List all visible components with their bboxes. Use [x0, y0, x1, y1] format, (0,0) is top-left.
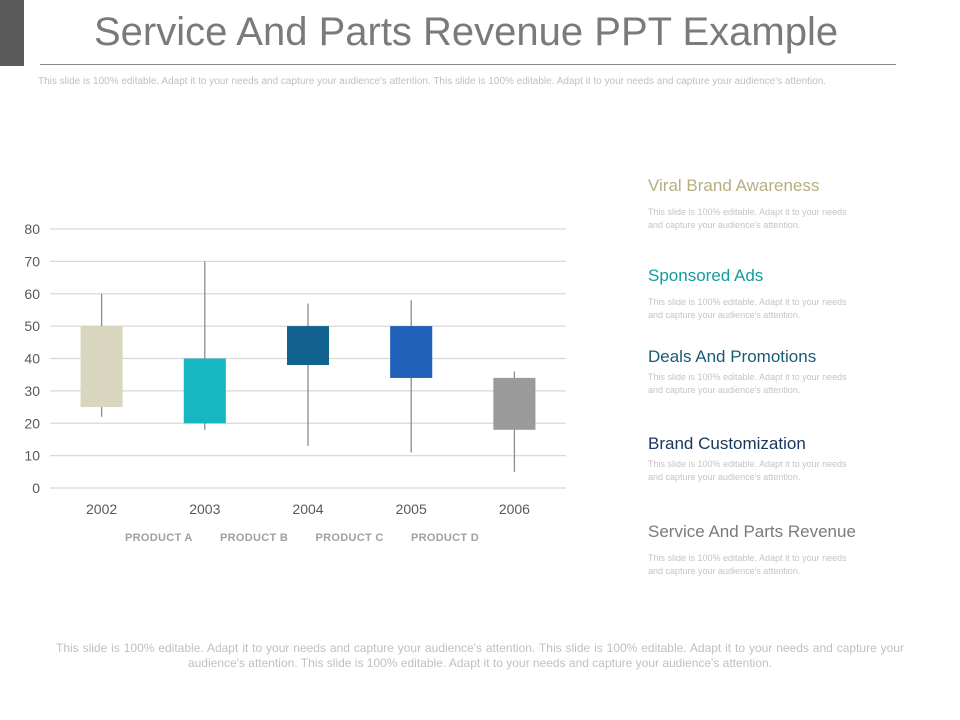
- slide-title: Service And Parts Revenue PPT Example: [94, 10, 839, 54]
- sidebar-item: Viral Brand Awareness This slide is 100%…: [648, 176, 888, 232]
- candle-highlight: [287, 326, 329, 365]
- slide-footer: This slide is 100% editable. Adapt it to…: [56, 641, 904, 670]
- y-tick-label: 40: [24, 351, 40, 367]
- legend-item: PRODUCT A: [125, 532, 193, 544]
- y-tick-label: 0: [32, 480, 40, 496]
- sidebar-heading: Sponsored Ads: [648, 266, 764, 285]
- y-tick-label: 30: [24, 383, 40, 399]
- x-tick-label: 2002: [86, 501, 117, 517]
- sidebar-item: Sponsored Ads This slide is 100% editabl…: [648, 266, 888, 322]
- y-tick-label: 20: [24, 415, 40, 431]
- title-divider: [40, 64, 896, 65]
- candle-highlight: [80, 326, 123, 408]
- sidebar-item: Service And Parts Revenue This slide is …: [648, 522, 888, 578]
- y-tick-label: 70: [24, 253, 40, 269]
- sidebar-item: Brand Customization This slide is 100% e…: [648, 434, 888, 484]
- sidebar-item: Deals And Promotions This slide is 100% …: [648, 347, 888, 397]
- candle-highlight: [493, 377, 536, 430]
- sidebar-heading: Viral Brand Awareness: [648, 176, 820, 195]
- sidebar-text: This slide is 100% editable. Adapt it to…: [648, 297, 847, 320]
- y-tick-label: 80: [24, 221, 40, 237]
- candle-highlight: [390, 326, 433, 378]
- legend-item: PRODUCT C: [315, 532, 384, 544]
- y-tick-label: 60: [24, 286, 40, 302]
- candlestick-chart: 0 10 20 30 40 50 60 70 80 2002 2003 2004 2005 2006: [24, 221, 566, 517]
- chart-legend: PRODUCT A PRODUCT B PRODUCT C PRODUCT D: [125, 532, 503, 544]
- y-tick-label: 10: [24, 448, 40, 464]
- legend-item: PRODUCT B: [220, 532, 289, 544]
- sidebar-heading: Deals And Promotions: [648, 347, 817, 366]
- sidebar-heading: Brand Customization: [648, 434, 806, 453]
- x-tick-label: 2005: [396, 501, 427, 517]
- legend-item: PRODUCT D: [410, 532, 480, 544]
- sidebar-text: This slide is 100% editable. Adapt it to…: [648, 207, 847, 230]
- x-tick-label: 2003: [189, 501, 220, 517]
- candle-highlight: [183, 358, 226, 424]
- y-tick-label: 50: [24, 318, 40, 334]
- x-tick-label: 2004: [292, 501, 323, 517]
- sidebar-text: This slide is 100% editable. Adapt it to…: [648, 553, 847, 576]
- sidebar-heading: Service And Parts Revenue: [648, 522, 856, 541]
- corner-accent: [0, 0, 24, 66]
- sidebar-text: This slide is 100% editable. Adapt it to…: [648, 459, 847, 482]
- slide-subtitle: This slide is 100% editable. Adapt it to…: [38, 76, 827, 87]
- x-tick-label: 2006: [499, 501, 530, 517]
- sidebar-text: This slide is 100% editable. Adapt it to…: [648, 372, 847, 395]
